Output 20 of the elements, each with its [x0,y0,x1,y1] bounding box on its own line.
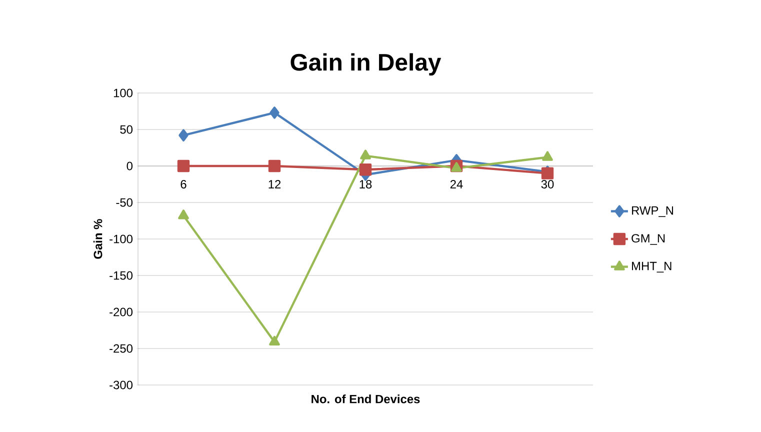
x-tick-label: 6 [180,180,186,188]
y-axis-title: Gain % [93,219,102,259]
x-tick-label: 12 [268,180,281,188]
legend-label: GM_N [632,234,665,245]
y-tick-label: -200 [110,308,133,316]
y-tick-label: -250 [110,344,133,353]
y-tick-label: -100 [110,234,133,244]
y-tick-label: -50 [116,198,133,207]
y-tick-label: -300 [110,380,133,390]
y-tick-label: 100 [114,88,133,98]
x-tick-label: 18 [360,180,372,188]
x-axis-title: No. of End Devices [312,394,420,404]
chart-title: Gain in Delay [290,53,442,76]
y-tick-label: 0 [126,162,133,170]
x-tick-label: 24 [450,180,463,188]
legend-label: MHT_N [632,262,672,273]
y-tick-label: -150 [110,271,133,280]
x-tick-label: 30 [541,180,554,188]
y-tick-label: 50 [120,125,133,134]
legend-label: RWP_N [632,206,674,217]
